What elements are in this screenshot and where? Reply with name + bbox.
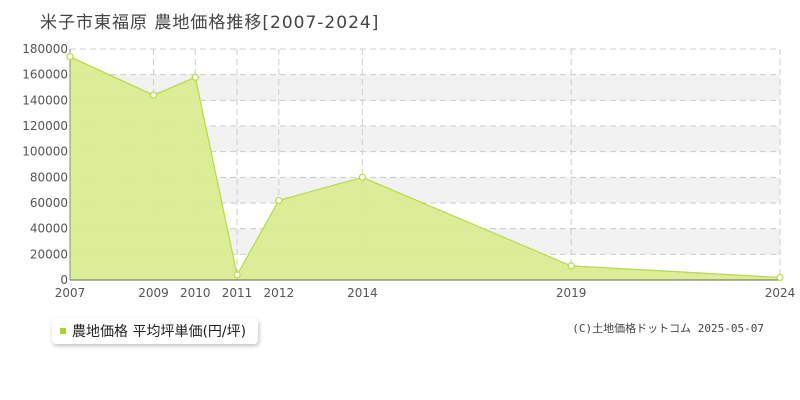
copyright-text: (C)土地価格ドットコム 2025-05-07	[572, 322, 764, 335]
y-tick-label: 80000	[30, 170, 68, 184]
y-tick-label: 40000	[30, 222, 68, 236]
x-tick-label: 2009	[138, 286, 169, 300]
legend: 農地価格 平均坪単価(円/坪)	[52, 318, 259, 344]
x-tick-label: 2007	[55, 286, 86, 300]
data-points	[66, 53, 784, 282]
data-point	[358, 173, 366, 181]
data-point	[233, 271, 241, 279]
x-tick-label: 2010	[180, 286, 211, 300]
series-area-fill	[70, 56, 780, 281]
data-point	[149, 91, 158, 99]
y-tick-label: 180000	[22, 42, 68, 56]
y-tick-label: 100000	[22, 145, 68, 159]
data-point	[275, 196, 283, 205]
data-point	[191, 73, 199, 81]
y-tick-label: 0	[60, 273, 68, 287]
legend-swatch	[60, 328, 66, 334]
x-tick-label: 2012	[264, 286, 295, 300]
legend-label: 農地価格 平均坪単価(円/坪)	[72, 324, 247, 340]
y-tick-label: 20000	[30, 247, 68, 261]
chart-title: 米子市東福原 農地価格推移[2007-2024]	[40, 13, 380, 33]
y-tick-label: 60000	[30, 196, 68, 210]
y-tick-label: 160000	[22, 68, 68, 82]
data-point	[66, 53, 74, 61]
y-tick-labels: 0 20000 40000 60000 80000 100000 120000 140000 1…	[22, 42, 68, 287]
data-point	[776, 273, 784, 282]
series-line	[69, 56, 781, 279]
x-tick-labels: 2007 2009 2010 2011 2012 2014 2019 2024	[55, 286, 796, 300]
x-tick-label: 2014	[347, 286, 378, 300]
y-tick-label: 120000	[22, 119, 68, 133]
data-point	[567, 262, 575, 270]
x-tick-label: 2011	[222, 286, 253, 300]
axes	[69, 49, 780, 281]
y-tick-label: 140000	[22, 93, 68, 107]
x-tick-label: 2019	[556, 286, 587, 300]
x-tick-label: 2024	[765, 286, 796, 300]
series-area	[69, 56, 781, 281]
